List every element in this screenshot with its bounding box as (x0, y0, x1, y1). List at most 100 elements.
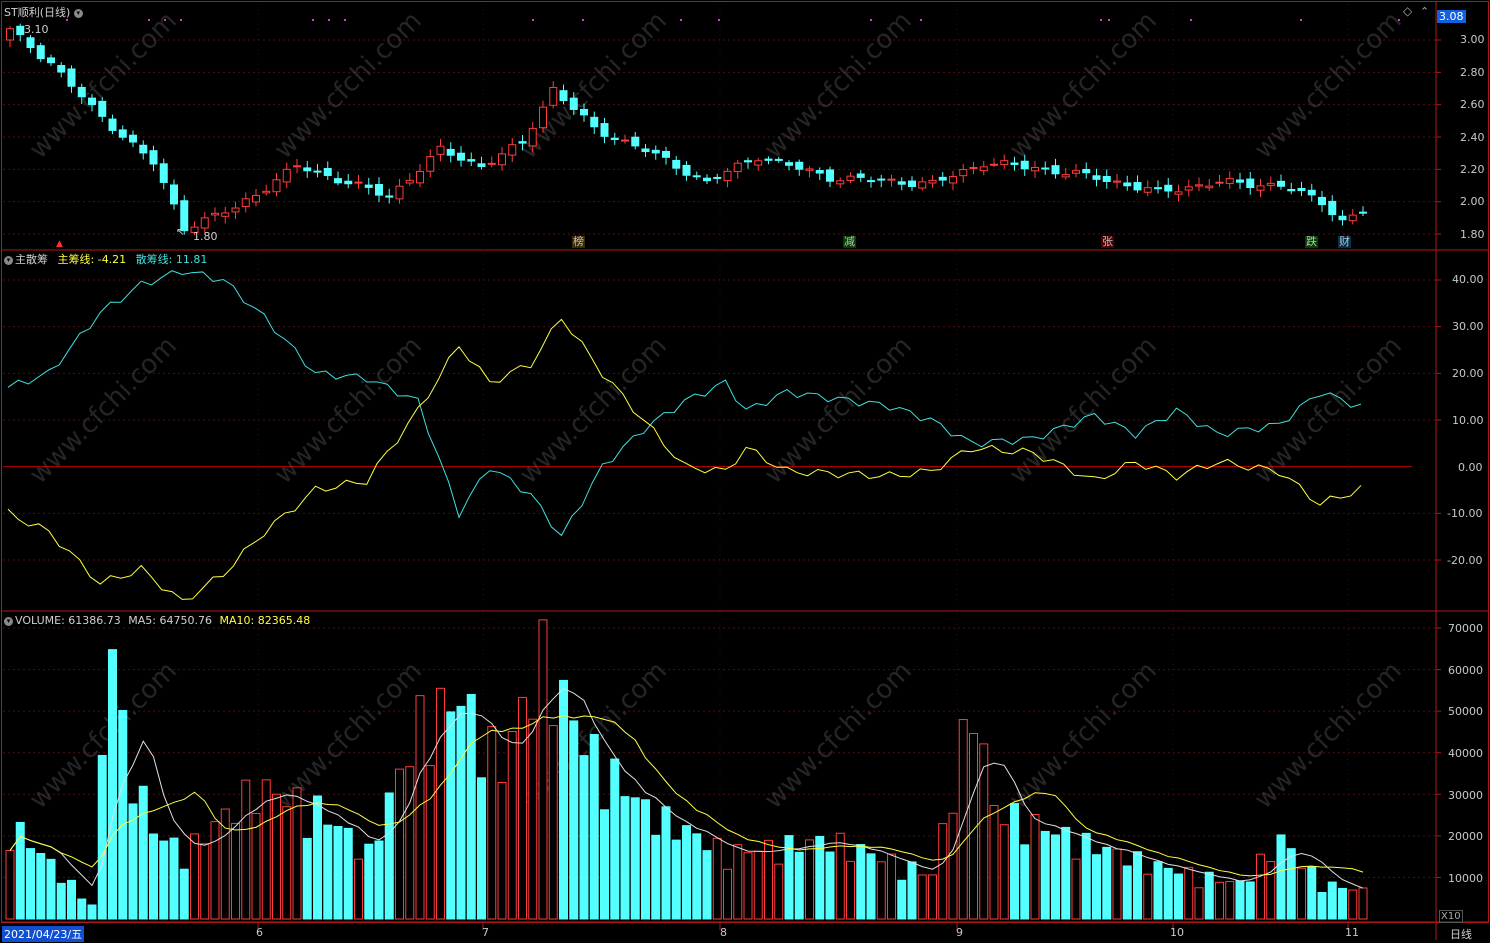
volume-bar (938, 823, 948, 920)
candle-body (375, 183, 383, 196)
candle-body (918, 181, 927, 189)
volume-bar (1317, 891, 1327, 920)
candle-body (559, 90, 568, 102)
watermark-text: www.cfchi.com (269, 331, 428, 490)
volume-bar (507, 730, 517, 920)
chevron-down-icon[interactable]: ▾ (4, 616, 13, 626)
volume-bar (374, 840, 384, 920)
candle-body (1082, 168, 1091, 174)
month-label: 11 (1345, 926, 1359, 939)
candle-body (1041, 167, 1050, 170)
event-dot (1300, 19, 1302, 21)
month-label: 8 (720, 926, 727, 939)
volume-bar (1163, 867, 1173, 920)
start-date-label: 2021/04/23/五 (2, 926, 85, 942)
volume-label[interactable]: VOLUME: (15, 614, 65, 627)
volume-bar (108, 649, 117, 920)
candle-body (1020, 160, 1029, 170)
high-price-label: 3.10 (24, 23, 49, 36)
candle-body (682, 164, 691, 176)
chevron-down-icon[interactable]: ▾ (73, 8, 83, 18)
volume-bar (261, 779, 271, 920)
candle-body (16, 25, 25, 36)
volume-bar (77, 898, 87, 920)
volume-bar (835, 832, 845, 920)
event-dot (328, 19, 330, 21)
candle-body (344, 180, 353, 185)
volume-unit: X10 (1439, 910, 1463, 923)
low-price-label: 1.80 (193, 230, 218, 243)
price-tick: 2.40 (1460, 131, 1485, 144)
chevron-up-icon[interactable]: ⌃ (1420, 5, 1430, 18)
indicator-name[interactable]: 主散筹 (15, 253, 48, 266)
candle-body (836, 180, 845, 185)
candle-body (1092, 175, 1101, 180)
volume-bar (1327, 881, 1337, 920)
candle-body (1328, 200, 1337, 216)
chevron-down-icon[interactable]: ▾ (4, 255, 13, 265)
volume-bar (149, 833, 158, 920)
event-flag-zhang[interactable]: 张 (1101, 235, 1114, 248)
event-flag-jian[interactable]: 减 (843, 235, 856, 248)
volume-bar (1040, 830, 1050, 920)
event-flag-cai[interactable]: 财 (1338, 235, 1351, 248)
ma10-value: 82365.48 (257, 614, 311, 627)
volume-bar (169, 837, 179, 920)
volume-legend: ▾ VOLUME: 61386.73 MA5: 64750.76 MA10: 82… (4, 614, 310, 627)
watermark-text: www.cfchi.com (514, 6, 673, 165)
price-tick: 1.80 (1460, 228, 1485, 241)
event-dot (148, 19, 150, 21)
indicator-tick: -10.00 (1447, 507, 1483, 520)
volume-bar (600, 809, 609, 920)
volume-bar (343, 827, 353, 920)
event-dot (180, 19, 182, 21)
volume-tick: 20000 (1448, 830, 1483, 843)
diamond-icon[interactable]: ◇ (1403, 4, 1413, 18)
candle-body (856, 173, 865, 178)
candle-body (979, 166, 988, 172)
candle-body (139, 144, 148, 154)
volume-bar (876, 861, 886, 920)
candle-body (692, 175, 701, 178)
candle-body (1205, 185, 1214, 189)
candle-body (1031, 166, 1039, 172)
volume-bar (56, 882, 66, 920)
candle-body (149, 150, 158, 165)
volume-bar (1061, 826, 1071, 920)
candle-body (805, 168, 814, 171)
candle-body (1143, 187, 1152, 193)
candle-body (1184, 186, 1193, 191)
volume-bar (897, 879, 907, 920)
volume-bar (282, 806, 292, 920)
period-button[interactable]: 日线 (1450, 928, 1472, 941)
candle-body (334, 178, 342, 184)
event-flag-bang[interactable]: 榜 (572, 235, 585, 248)
candle-body (477, 163, 486, 168)
candle-body (129, 134, 137, 143)
volume-bar (1112, 848, 1122, 920)
candle-body (1225, 178, 1234, 184)
volume-bar (395, 768, 404, 920)
indicator-tick: -20.00 (1447, 554, 1483, 567)
candle-body (508, 144, 517, 156)
volume-bar (456, 705, 466, 920)
candle-body (1318, 196, 1326, 206)
candle-body (610, 137, 619, 141)
candle-body (426, 156, 435, 172)
volume-bar (231, 822, 240, 920)
volume-bar (15, 821, 25, 920)
month-label: 10 (1170, 926, 1184, 939)
volume-bar (774, 863, 784, 920)
stock-name: ST顺利 (4, 6, 40, 19)
candle-body (416, 170, 424, 184)
indicator-tick: 10.00 (1452, 414, 1484, 427)
candle-body (467, 159, 476, 162)
event-flag-die[interactable]: 跌 (1305, 235, 1318, 248)
stock-title[interactable]: ST顺利(日线) ▾ (4, 6, 85, 19)
current-price-badge: 3.08 (1437, 10, 1466, 23)
volume-bar (866, 853, 876, 920)
volume-bar (620, 796, 630, 920)
price-tick: 3.00 (1460, 33, 1485, 46)
volume-bar (425, 765, 435, 920)
